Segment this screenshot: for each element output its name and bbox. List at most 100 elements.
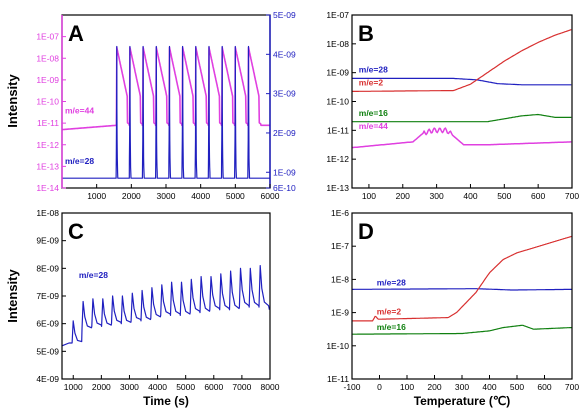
- y-tick-label-b-6: 1E-07: [326, 10, 349, 20]
- y-tick-label-d-4: 1E-7: [331, 241, 349, 251]
- y-axis-label-bottom: Intensity: [5, 269, 20, 323]
- x-tick-label-a-3: 4000: [191, 191, 210, 201]
- y-tick-label-a-right-0: 6E-10: [273, 183, 296, 193]
- y-tick-label-a-left-5: 1E-09: [36, 75, 59, 85]
- y-tick-label-d-2: 1E-9: [331, 308, 349, 318]
- x-tick-label-d-5: 400: [482, 382, 496, 392]
- x-tick-label-d-0: -100: [343, 382, 360, 392]
- y-tick-label-a-right-3: 3E-09: [273, 89, 296, 99]
- x-tick-label-b-3: 400: [463, 191, 477, 201]
- y-tick-label-a-left-7: 1E-07: [36, 32, 59, 42]
- panel-letter-a: A: [68, 21, 84, 46]
- x-tick-label-c-5: 6000: [204, 382, 223, 392]
- panel-a: 1E-14 1E-13 1E-12 1E-11 1E-10 1E-09 1E-08 1E-07…: [36, 10, 296, 201]
- y-tick-label-a-left-3: 1E-11: [37, 118, 59, 128]
- y-tick-label-c-4: 8E-09: [36, 263, 59, 273]
- panel-letter-c: C: [68, 219, 84, 244]
- x-tick-label-b-2: 300: [430, 191, 444, 201]
- annotation-a-m-e-28: m/e=28: [65, 156, 94, 166]
- x-tick-label-d-7: 600: [537, 382, 551, 392]
- series-line-d-m-e-28: [352, 288, 572, 291]
- panel-b: 1E-13 1E-12 1E-11 1E-10 1E-09 1E-08 1E-07 100 20…: [326, 10, 579, 201]
- series-label-b-m-e-16: m/e=16: [359, 108, 388, 118]
- y-tick-label-c-6: 1E-08: [36, 208, 59, 218]
- x-tick-label-d-3: 200: [427, 382, 441, 392]
- y-tick-label-a-left-6: 1E-08: [36, 53, 59, 63]
- y-tick-label-d-5: 1E-6: [331, 208, 349, 218]
- y-tick-label-c-2: 6E-09: [36, 319, 59, 329]
- x-tick-label-d-2: 100: [400, 382, 414, 392]
- y-tick-label-a-right-4: 4E-09: [273, 49, 296, 59]
- x-axis-title-c: Time (s): [143, 394, 189, 408]
- panel-letter-b: B: [358, 21, 374, 46]
- series-label-b-m-e-2: m/e=2: [359, 78, 384, 88]
- y-tick-label-b-1: 1E-12: [326, 154, 349, 164]
- x-tick-label-a-2: 3000: [157, 191, 176, 201]
- y-tick-label-c-0: 4E-09: [36, 374, 59, 384]
- y-tick-label-d-1: 1E-10: [326, 341, 349, 351]
- x-tick-label-c-3: 4000: [148, 382, 167, 392]
- y-tick-label-c-3: 7E-09: [36, 291, 59, 301]
- x-tick-label-b-6: 700: [565, 191, 579, 201]
- x-tick-label-c-6: 7000: [232, 382, 251, 392]
- y-tick-label-a-left-1: 1E-13: [36, 161, 59, 171]
- x-axis-title-d: Temperature (℃): [414, 394, 511, 408]
- x-tick-label-d-8: 700: [565, 382, 579, 392]
- x-tick-label-b-4: 500: [497, 191, 511, 201]
- series-line-b-m-e-28: [352, 77, 572, 86]
- y-tick-label-b-4: 1E-09: [326, 68, 349, 78]
- series-label-d-m-e-16: m/e=16: [377, 322, 406, 332]
- x-tick-label-c-4: 5000: [176, 382, 195, 392]
- x-tick-label-d-6: 500: [510, 382, 524, 392]
- series-label-b-m-e-28: m/e=28: [359, 65, 388, 75]
- x-tick-label-b-0: 100: [362, 191, 376, 201]
- x-tick-label-a-1: 2000: [122, 191, 141, 201]
- x-tick-label-c-7: 8000: [261, 382, 280, 392]
- y-tick-label-a-right-5: 5E-09: [273, 10, 296, 20]
- x-tick-label-c-2: 3000: [120, 382, 139, 392]
- x-tick-label-c-0: 1000: [64, 382, 83, 392]
- x-tick-label-b-1: 200: [396, 191, 410, 201]
- series-label-b-m-e-44: m/e=44: [359, 121, 388, 131]
- x-tick-label-a-0: 1000: [87, 191, 106, 201]
- plot-frame-b: [351, 14, 573, 189]
- y-tick-label-c-5: 9E-09: [36, 236, 59, 246]
- series-line-b-m-e-16: [352, 113, 572, 123]
- series-line-d-m-e-16: [352, 324, 572, 335]
- series-line-c-m-e-28: [61, 265, 270, 347]
- x-tick-label-a-5: 6000: [261, 191, 280, 201]
- x-tick-label-c-1: 2000: [92, 382, 111, 392]
- y-tick-label-a-left-2: 1E-12: [36, 140, 59, 150]
- panel-c: 4E-09 5E-09 6E-09 7E-09 8E-09 9E-09 1E-08 1000 2…: [36, 208, 279, 408]
- y-axis-label-top: Intensity: [5, 74, 20, 128]
- series-label-d-m-e-2: m/e=2: [377, 306, 402, 316]
- y-tick-label-c-1: 5E-09: [36, 346, 59, 356]
- y-tick-label-b-0: 1E-13: [326, 183, 349, 193]
- plot-frame-d: [351, 212, 573, 380]
- plot-frame-c: [61, 212, 271, 380]
- series-label-d-m-e-28: m/e=28: [377, 277, 406, 287]
- y-axis-title-top: Intensity: [5, 74, 20, 128]
- y-tick-label-b-3: 1E-10: [326, 97, 349, 107]
- annotation-c-m-e-28: m/e=28: [79, 270, 108, 280]
- y-tick-label-a-right-2: 2E-09: [273, 128, 296, 138]
- series-line-b-m-e-2: [352, 29, 572, 92]
- y-tick-label-d-0: 1E-11: [327, 374, 349, 384]
- x-tick-label-a-4: 5000: [226, 191, 245, 201]
- series-line-a-m-e-44: [61, 46, 271, 131]
- y-tick-label-a-left-0: 1E-14: [36, 183, 59, 193]
- y-tick-label-a-left-4: 1E-10: [36, 97, 59, 107]
- series-line-b-m-e-44: [351, 127, 572, 149]
- annotation-a-m-e-44: m/e=44: [65, 105, 94, 115]
- y-tick-label-b-5: 1E-08: [326, 39, 349, 49]
- x-tick-label-d-1: 0: [377, 382, 382, 392]
- x-tick-label-d-4: 300: [455, 382, 469, 392]
- y-tick-label-d-3: 1E-8: [331, 274, 349, 284]
- panel-letter-d: D: [358, 219, 374, 244]
- panel-d: 1E-11 1E-10 1E-9 1E-8 1E-7 1E-6 -100 0 100 200 300…: [326, 208, 579, 408]
- y-tick-label-b-2: 1E-11: [327, 125, 349, 135]
- x-tick-label-b-5: 600: [531, 191, 545, 201]
- series-line-a-m-e-28: [61, 45, 271, 179]
- series-line-d-m-e-2: [352, 235, 572, 322]
